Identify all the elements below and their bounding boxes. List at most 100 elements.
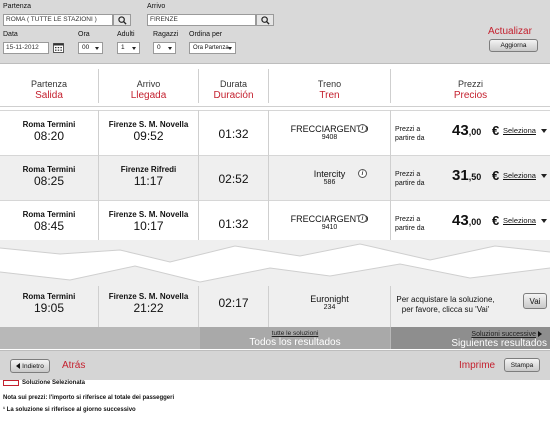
table-row[interactable]: Roma Termini 19:05 Firenze S. M. Novella 2… bbox=[0, 284, 550, 327]
info-icon[interactable]: i bbox=[358, 124, 367, 133]
train-name: FRECCIARGENTO bbox=[290, 124, 369, 134]
column-departure: Partenza Salida bbox=[30, 79, 68, 101]
price-amount: 31,50 bbox=[452, 167, 482, 184]
departure-station: Roma Termini bbox=[22, 210, 76, 219]
search-icon bbox=[260, 15, 270, 25]
divider bbox=[98, 286, 99, 327]
time-select[interactable]: 00 bbox=[78, 42, 103, 54]
chevron-down-icon[interactable] bbox=[541, 219, 547, 223]
departure-input[interactable]: ROMA ( TUTTE LE STAZIONI ) bbox=[3, 14, 113, 26]
arrival-label: Arrivo bbox=[147, 3, 166, 10]
divider bbox=[268, 286, 269, 327]
next-results-link[interactable]: Soluzioni successive Siguientes resultad… bbox=[391, 327, 550, 349]
all-results-link[interactable]: tutte le soluzioni Todos los resultados bbox=[200, 327, 390, 349]
departure-time: 08:25 bbox=[33, 174, 65, 188]
price-from-label: Prezzi a partire da bbox=[395, 126, 425, 142]
column-arrival: Arrivo Llegada bbox=[130, 79, 167, 101]
duration: 01:32 bbox=[218, 127, 249, 141]
column-duration: Durata Duración bbox=[213, 79, 254, 101]
column-train: Treno Tren bbox=[317, 79, 342, 101]
duration: 02:17 bbox=[218, 296, 249, 310]
train-name: FRECCIARGENTO bbox=[290, 214, 369, 224]
train-number: 234 bbox=[323, 304, 336, 311]
legend-note-next-day: ¹ La soluzione si riferisce al giorno su… bbox=[3, 407, 136, 413]
date-label: Data bbox=[3, 31, 18, 38]
currency-symbol: € bbox=[492, 123, 500, 138]
table-row[interactable]: Roma Termini 08:45 Firenze S. M. Novella 1… bbox=[0, 200, 550, 245]
chevron-down-icon[interactable] bbox=[541, 174, 547, 178]
train-number: 9410 bbox=[321, 224, 338, 231]
divider bbox=[390, 69, 391, 103]
print-annotation: Imprime bbox=[459, 360, 496, 371]
select-link[interactable]: Seleziona bbox=[503, 126, 536, 135]
back-button[interactable]: Indietro bbox=[10, 359, 50, 373]
train-number: 586 bbox=[323, 179, 336, 186]
price-from-label: Prezzi a partire da bbox=[395, 171, 425, 187]
selected-legend-swatch bbox=[3, 380, 19, 386]
legend-note-prices: Nota sui prezzi: l'importo si riferisce … bbox=[3, 395, 175, 401]
results-header: Partenza Salida Arrivo Llegada Durata Durac… bbox=[0, 65, 550, 107]
divider bbox=[98, 69, 99, 103]
price-amount: 43,00 bbox=[452, 212, 482, 229]
divider bbox=[268, 69, 269, 103]
price-from-label: Prezzi a partire da bbox=[395, 216, 425, 232]
currency-symbol: € bbox=[492, 213, 500, 228]
select-link[interactable]: Seleziona bbox=[503, 171, 536, 180]
arrival-time: 21:22 bbox=[133, 301, 164, 315]
divider bbox=[198, 69, 199, 103]
chevron-down-icon[interactable] bbox=[541, 129, 547, 133]
divider bbox=[390, 286, 391, 327]
search-icon bbox=[117, 15, 127, 25]
order-label: Ordina per bbox=[189, 31, 223, 38]
select-link[interactable]: Seleziona bbox=[503, 216, 536, 225]
date-input[interactable]: 15-11-2012 bbox=[3, 42, 49, 54]
divider bbox=[268, 110, 269, 240]
chevron-left-icon bbox=[16, 363, 21, 369]
children-select[interactable]: 0 bbox=[153, 42, 176, 54]
departure-time: 19:05 bbox=[33, 301, 65, 315]
divider bbox=[390, 110, 391, 240]
train-name: Intercity bbox=[313, 169, 346, 179]
adults-label: Adulti bbox=[117, 31, 135, 38]
torn-edge bbox=[0, 240, 550, 290]
price-amount: 43,00 bbox=[452, 122, 482, 139]
print-button[interactable]: Stampa bbox=[504, 358, 540, 372]
update-annotation: Actualizar bbox=[488, 26, 532, 37]
departure-search-button[interactable] bbox=[113, 14, 131, 26]
table-row[interactable]: Roma Termini 08:20 Firenze S. M. Novella 0… bbox=[0, 110, 550, 155]
divider bbox=[198, 286, 199, 327]
order-select[interactable]: Ora Partenza bbox=[189, 42, 236, 54]
calendar-icon[interactable] bbox=[53, 43, 64, 53]
info-icon[interactable]: i bbox=[358, 169, 367, 178]
arrival-input[interactable]: FIRENZE bbox=[147, 14, 256, 26]
arrival-time: 11:17 bbox=[133, 174, 164, 188]
update-button[interactable]: Aggiorna bbox=[489, 39, 538, 52]
table-row[interactable]: Roma Termini 08:25 Firenze Rifredi 11:17 0… bbox=[0, 155, 550, 200]
purchase-note: Per acquistare la soluzione, per favore,… bbox=[396, 295, 495, 314]
arrival-station: Firenze S. M. Novella bbox=[108, 120, 189, 129]
navigation-bar: Indietro Atrás Imprime Stampa bbox=[0, 350, 550, 380]
go-button[interactable]: Vai bbox=[523, 293, 547, 309]
departure-label: Partenza bbox=[3, 3, 32, 10]
arrival-search-button[interactable] bbox=[256, 14, 274, 26]
arrival-station: Firenze S. M. Novella bbox=[108, 210, 189, 219]
departure-station: Roma Termini bbox=[22, 120, 76, 129]
back-annotation: Atrás bbox=[62, 360, 86, 371]
departure-time: 08:20 bbox=[33, 129, 65, 143]
divider bbox=[198, 110, 199, 240]
column-prices: Prezzi Precios bbox=[453, 79, 488, 101]
info-icon[interactable]: i bbox=[358, 214, 367, 223]
arrival-time: 09:52 bbox=[133, 129, 164, 143]
departure-time: 08:45 bbox=[33, 219, 65, 233]
arrival-time: 10:17 bbox=[133, 219, 164, 233]
chevron-right-icon bbox=[538, 331, 542, 337]
arrival-station: Firenze Rifredi bbox=[120, 165, 177, 174]
departure-station: Roma Termini bbox=[22, 292, 76, 301]
results-footer: tutte le soluzioni Todos los resultados … bbox=[0, 327, 550, 349]
children-label: Ragazzi bbox=[153, 31, 179, 38]
divider bbox=[98, 110, 99, 240]
adults-select[interactable]: 1 bbox=[117, 42, 140, 54]
arrival-station: Firenze S. M. Novella bbox=[108, 292, 189, 301]
search-panel: Partenza ROMA ( TUTTE LE STAZIONI ) Arri… bbox=[0, 0, 550, 64]
train-name: Euronight bbox=[310, 294, 349, 304]
